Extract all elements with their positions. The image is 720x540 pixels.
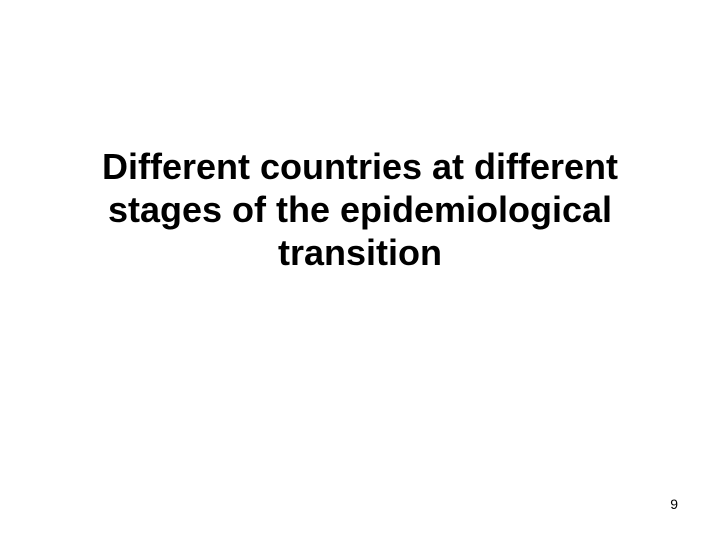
page-number: 9 [670, 496, 678, 512]
slide-title: Different countries at different stages … [60, 145, 660, 275]
slide-container: Different countries at different stages … [0, 0, 720, 540]
